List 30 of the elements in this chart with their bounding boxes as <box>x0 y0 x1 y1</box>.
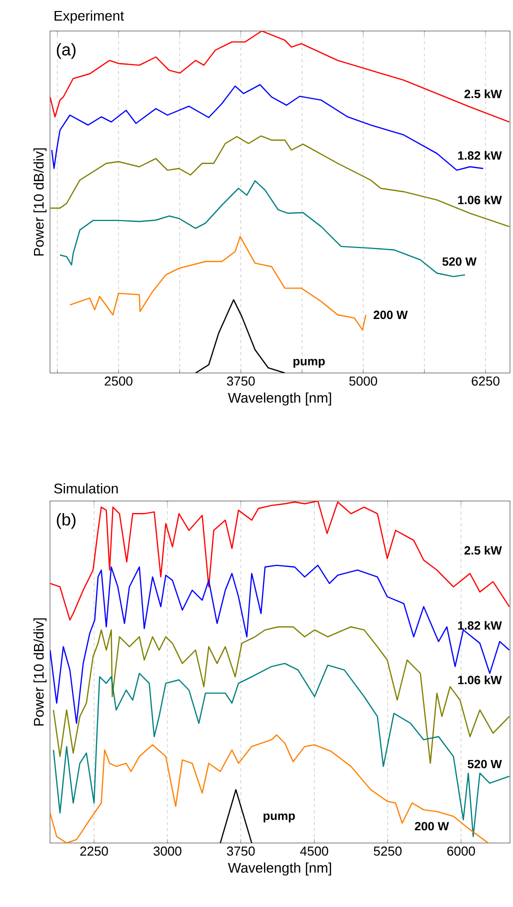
x-tick-label: 3750 <box>226 846 255 856</box>
y-axis-title: Power [10 dB/div] <box>33 148 46 256</box>
x-tick-label: 5000 <box>349 376 378 386</box>
x-tick-label: 4500 <box>300 846 328 856</box>
x-tick-label: 3750 <box>226 376 255 386</box>
x-tick-label: 6000 <box>447 846 475 856</box>
x-tick-label: 5250 <box>374 846 402 856</box>
series-label: 200 W <box>374 310 408 320</box>
series-label: 1.06 kW <box>458 195 502 204</box>
series-label: 1.06 kW <box>458 675 502 684</box>
x-axis-title: Wavelength [nm] <box>228 392 332 406</box>
x-tick-label: 6250 <box>472 376 500 386</box>
series-label: pump <box>294 358 325 368</box>
x-tick-label: 2250 <box>80 846 108 856</box>
series-label: 520 W <box>442 257 477 266</box>
series-label: 520 W <box>468 760 502 768</box>
chart-title: Experiment <box>54 10 124 24</box>
x-axis-title: Wavelength [nm] <box>228 862 332 876</box>
annotation: (b) <box>56 513 76 529</box>
annotation: (a) <box>56 43 76 59</box>
series-label: 1.82 kW <box>458 620 502 630</box>
series-label: 2.5 kW <box>464 546 502 555</box>
series-label: 2.5 kW <box>464 89 502 98</box>
chart-title: Simulation <box>54 483 118 494</box>
x-tick-label: 3000 <box>154 846 182 856</box>
y-axis-title: Power [10 dB/div] <box>33 618 46 726</box>
x-tick-label: 2500 <box>104 376 132 386</box>
series-label: 1.82 kW <box>458 150 502 160</box>
series-label: pump <box>264 813 295 822</box>
series-label: 200 W <box>414 822 449 830</box>
